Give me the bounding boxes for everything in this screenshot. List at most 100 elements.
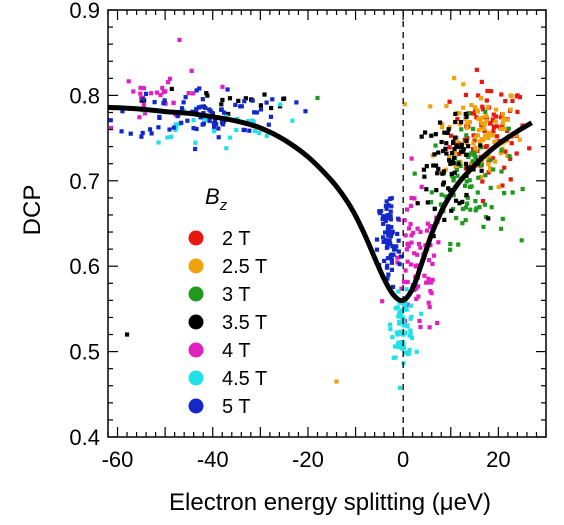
data-point [458,145,463,150]
data-point [414,286,419,291]
data-point [500,111,505,117]
data-point [507,154,512,159]
data-point [468,207,473,212]
data-point [419,184,424,189]
data-point [393,247,398,252]
data-point [418,245,423,250]
data-point [141,86,147,91]
data-point [527,146,532,151]
data-point [455,110,460,116]
data-point [416,241,422,247]
data-point [396,314,401,319]
data-point [407,333,412,338]
data-point [401,345,407,350]
legend-label: 3 T [222,284,251,306]
data-point [385,263,390,268]
data-point [463,92,469,98]
data-point [448,161,453,166]
data-point [471,141,476,146]
data-point [157,115,162,120]
data-point [242,99,247,104]
data-point [381,239,386,245]
data-point [252,128,257,134]
data-point [389,252,394,257]
data-point [405,241,410,246]
data-point [490,117,495,122]
data-point [402,330,407,335]
data-point [403,268,408,273]
data-point [452,76,457,81]
data-point [453,119,458,125]
data-point [451,178,456,183]
data-point [491,112,496,117]
y-tick-label: 0.7 [69,169,100,194]
plot-frame [107,9,547,438]
data-point [408,262,413,267]
data-point [246,119,251,124]
data-point [476,175,481,180]
data-point [476,93,481,98]
data-point [460,199,465,204]
data-point [389,196,394,201]
data-point [415,284,421,289]
data-point [510,190,515,195]
data-point [226,111,231,117]
data-point [389,204,394,209]
data-point [465,165,470,170]
data-point [479,174,484,180]
data-point [509,141,514,146]
data-point [194,109,199,114]
data-point [408,203,414,209]
data-point [484,113,489,118]
data-point [219,102,224,107]
data-point [174,125,179,130]
data-point [436,150,441,155]
data-point [447,145,452,150]
data-point [390,335,395,340]
data-point [176,112,181,118]
data-point [486,136,491,141]
data-point [419,311,424,316]
data-point [194,126,199,132]
data-point [394,244,399,249]
data-point [278,102,283,107]
data-point [388,217,393,222]
data-point [428,224,433,230]
data-point [397,340,402,345]
data-point [502,165,507,170]
data-point [242,127,247,133]
data-point [520,186,525,192]
data-point [258,103,264,108]
data-point [403,350,408,355]
data-point [463,161,469,166]
data-point [412,251,417,256]
data-point [408,303,413,308]
data-point [499,92,504,97]
data-point [514,151,519,156]
data-point [381,235,386,240]
data-point [424,164,429,169]
data-point [386,203,391,208]
data-point [437,120,443,125]
data-point [472,111,477,116]
data-point [479,137,484,142]
data-point [434,188,439,193]
data-point [415,201,420,206]
data-point [161,101,166,106]
data-point [120,109,125,114]
data-point [454,143,459,148]
data-point [484,143,489,149]
data-point [142,111,148,116]
data-point [403,300,408,305]
data-point [412,196,417,201]
data-point [211,121,216,126]
data-point [409,335,415,341]
data-point [476,127,481,133]
data-point [430,277,435,283]
data-point [451,155,457,160]
data-point [389,257,394,262]
data-point [486,133,492,138]
data-point [447,158,452,163]
data-point [234,127,239,133]
data-point [160,85,165,90]
